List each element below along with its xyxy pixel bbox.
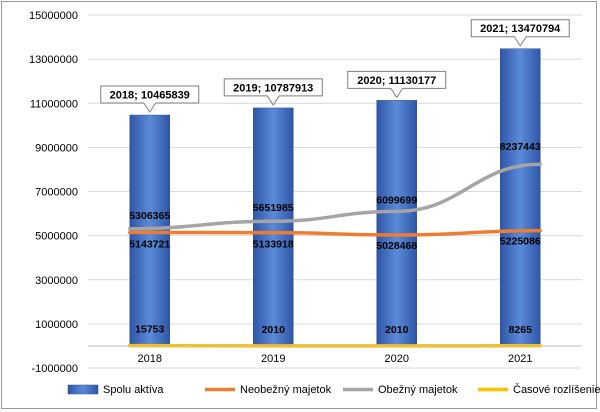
data-label: 8237443 bbox=[500, 141, 541, 153]
y-tick-label: 15000000 bbox=[29, 10, 78, 22]
data-label: 5143721 bbox=[129, 238, 170, 250]
bar-callout bbox=[470, 19, 570, 47]
data-label: 2010 bbox=[262, 324, 286, 336]
legend-label: Neobežný majetok bbox=[240, 384, 332, 396]
data-label: 8265 bbox=[509, 324, 533, 336]
x-tick-label: 2019 bbox=[261, 353, 285, 365]
legend-swatch bbox=[67, 384, 99, 395]
callout-label: 2019; 10787913 bbox=[233, 82, 313, 94]
y-tick-label: 3000000 bbox=[35, 275, 78, 287]
legend-label: Obežný majetok bbox=[378, 384, 458, 396]
data-label: 5028468 bbox=[376, 240, 417, 252]
series-line bbox=[128, 228, 542, 237]
bar bbox=[376, 100, 417, 347]
y-tick-label: -1000000 bbox=[32, 363, 79, 375]
y-tick-label: 7000000 bbox=[35, 187, 78, 199]
bar-callouts: 2018; 10465839 2019; 10787913 2020; 111301… bbox=[100, 19, 570, 113]
data-label: 6099699 bbox=[376, 194, 417, 206]
y-tick-label: 9000000 bbox=[35, 142, 78, 154]
legend: Spolu aktíva Neobežný majetok Obežný majet… bbox=[67, 383, 600, 396]
legend-label: Spolu aktíva bbox=[103, 384, 164, 396]
data-label: 5133918 bbox=[253, 239, 294, 251]
y-tick-label: 13000000 bbox=[29, 54, 78, 66]
y-tick-label: 11000000 bbox=[30, 98, 78, 110]
data-label: 5225086 bbox=[500, 236, 541, 248]
bar-callout bbox=[347, 70, 447, 99]
legend-label: Časové rozlíšenie bbox=[513, 383, 600, 396]
x-tick-label: 2021 bbox=[508, 353, 532, 365]
series-line bbox=[128, 162, 542, 231]
data-label: 5651985 bbox=[253, 202, 294, 214]
x-axis: 2018 2019 2020 2021 bbox=[88, 345, 582, 365]
x-tick-label: 2018 bbox=[138, 353, 162, 365]
data-labels: 5306365 5143721 15753 5651985 5133918 2010 609… bbox=[129, 141, 541, 336]
bar-callout bbox=[100, 85, 200, 113]
data-label: 2010 bbox=[385, 324, 409, 336]
bar-callout bbox=[223, 78, 323, 106]
x-tick-label: 2020 bbox=[385, 353, 409, 365]
data-label: 15753 bbox=[135, 324, 164, 336]
callout-label: 2018; 10465839 bbox=[110, 90, 190, 102]
y-tick-label: 1000000 bbox=[35, 319, 78, 331]
callout-label: 2021; 13470794 bbox=[480, 23, 561, 35]
y-axis: -1000000 1000000 3000000 5000000 7000000 9000… bbox=[29, 10, 78, 375]
bar bbox=[500, 48, 541, 347]
data-label: 5306365 bbox=[129, 210, 170, 222]
y-tick-label: 5000000 bbox=[35, 231, 78, 243]
gridlines bbox=[88, 14, 582, 369]
bar bbox=[253, 107, 294, 347]
callout-label: 2020; 11130177 bbox=[357, 75, 436, 87]
